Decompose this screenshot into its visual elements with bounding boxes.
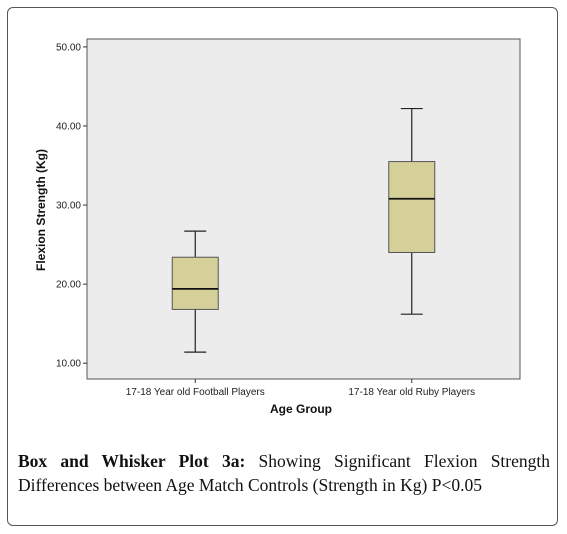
y-tick-label: 40.00 <box>56 121 81 132</box>
x-tick-label: 17-18 Year old Football Players <box>126 387 265 398</box>
caption-text: Showing Significant Flexion Strength Dif… <box>18 451 550 495</box>
iqr-box <box>171 256 219 310</box>
y-axis: 10.00 20.00 30.00 40.00 50.00 <box>56 42 87 370</box>
x-axis: 17-18 Year old Football Players 17-18 Yea… <box>126 379 475 398</box>
iqr-box <box>388 161 436 253</box>
y-axis-title: Flexion Strength (Kg) <box>34 149 48 271</box>
box-plot-chart: 10.00 20.00 30.00 40.00 50.00 17-18 Year old… <box>34 38 521 416</box>
x-tick-label: 17-18 Year old Ruby Players <box>348 387 475 398</box>
y-tick-label: 20.00 <box>56 280 81 291</box>
x-axis-title: Age Group <box>270 402 332 416</box>
figure-caption: Box and Whisker Plot 3a: Showing Signifi… <box>18 449 550 497</box>
caption-title: Box and Whisker Plot 3a: <box>18 451 246 471</box>
boxes-group <box>171 107 436 353</box>
y-tick-label: 10.00 <box>56 359 81 370</box>
plot-area <box>86 38 521 380</box>
y-tick-label: 50.00 <box>56 42 81 53</box>
y-tick-label: 30.00 <box>56 201 81 212</box>
